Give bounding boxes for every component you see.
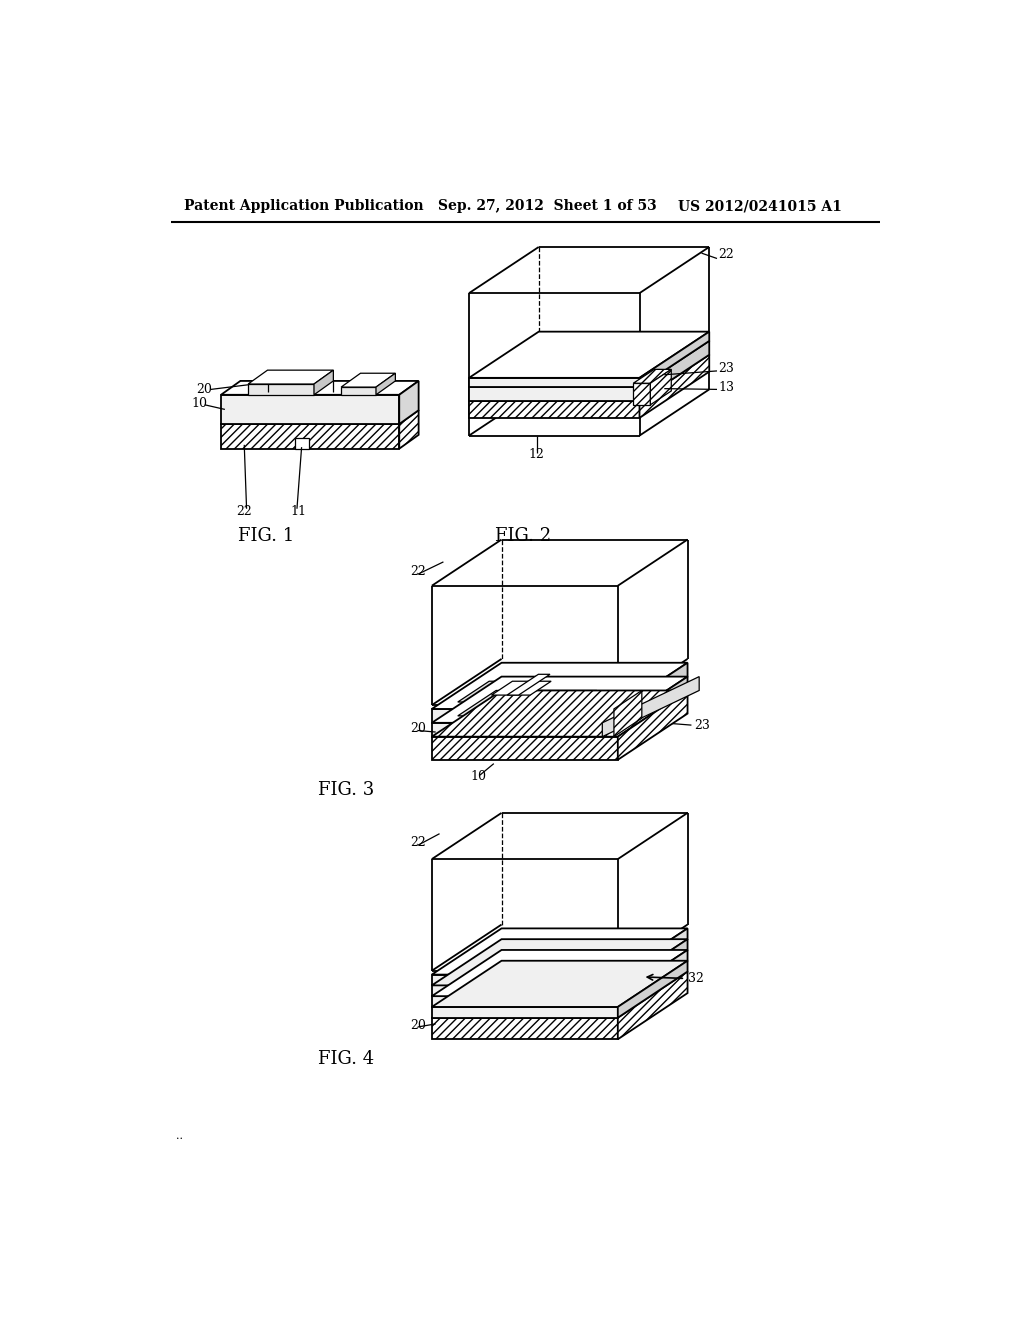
Polygon shape [432,985,617,997]
Polygon shape [458,690,597,715]
Polygon shape [640,341,710,401]
Polygon shape [399,381,419,424]
Text: FIG. 4: FIG. 4 [317,1049,374,1068]
Polygon shape [221,381,419,395]
Text: 13: 13 [719,380,734,393]
Polygon shape [640,355,710,418]
Text: FIG. 2: FIG. 2 [496,527,551,545]
Polygon shape [432,677,687,723]
Polygon shape [432,690,687,737]
Polygon shape [617,663,687,723]
Text: 23: 23 [719,362,734,375]
Polygon shape [614,690,642,737]
Polygon shape [341,374,395,387]
Polygon shape [469,387,640,401]
Text: 22: 22 [410,565,426,578]
Text: 10: 10 [191,397,208,409]
Polygon shape [432,1018,617,1039]
Text: FIG. 3: FIG. 3 [317,781,374,799]
Text: 32: 32 [687,972,703,985]
Text: US 2012/0241015 A1: US 2012/0241015 A1 [678,199,842,213]
Text: 22: 22 [719,248,734,261]
Polygon shape [248,370,334,384]
Polygon shape [469,401,640,418]
Text: Patent Application Publication: Patent Application Publication [183,199,424,213]
Polygon shape [633,370,672,383]
Text: 20: 20 [410,1019,426,1032]
Polygon shape [432,972,687,1018]
Polygon shape [458,681,590,702]
Polygon shape [432,663,687,709]
Text: 20: 20 [410,722,426,735]
Text: 10: 10 [471,770,486,783]
Polygon shape [469,355,710,401]
Polygon shape [617,690,687,760]
Text: 11: 11 [291,504,307,517]
Polygon shape [617,677,687,737]
Polygon shape [640,331,710,387]
Polygon shape [469,341,710,387]
Polygon shape [617,972,687,1039]
Text: 23: 23 [693,718,710,731]
Polygon shape [650,370,672,405]
Polygon shape [432,1007,617,1018]
Polygon shape [221,395,399,424]
Polygon shape [617,940,687,997]
Text: 12: 12 [528,449,545,462]
Text: 22: 22 [237,504,252,517]
Polygon shape [432,961,687,1007]
Polygon shape [432,928,687,974]
Polygon shape [341,387,376,395]
Polygon shape [602,677,699,737]
Polygon shape [432,974,617,985]
Polygon shape [314,370,334,395]
Polygon shape [399,411,419,449]
Polygon shape [221,411,419,424]
Polygon shape [633,383,650,405]
Text: 22: 22 [410,837,426,850]
Polygon shape [469,331,710,378]
Polygon shape [492,681,551,696]
Polygon shape [617,950,687,1007]
Polygon shape [507,675,550,696]
Polygon shape [295,438,308,449]
Polygon shape [617,961,687,1018]
Polygon shape [432,997,617,1007]
Polygon shape [248,384,314,395]
Polygon shape [617,928,687,985]
Text: FIG. 1: FIG. 1 [238,527,294,545]
Polygon shape [432,940,687,985]
Text: Sep. 27, 2012  Sheet 1 of 53: Sep. 27, 2012 Sheet 1 of 53 [438,199,656,213]
Polygon shape [432,737,617,760]
Polygon shape [469,378,640,387]
Text: 20: 20 [197,383,212,396]
Text: ..: .. [176,1131,183,1142]
Polygon shape [376,374,395,395]
Polygon shape [432,950,687,997]
Polygon shape [432,709,617,723]
Polygon shape [221,424,399,449]
Polygon shape [432,723,617,737]
